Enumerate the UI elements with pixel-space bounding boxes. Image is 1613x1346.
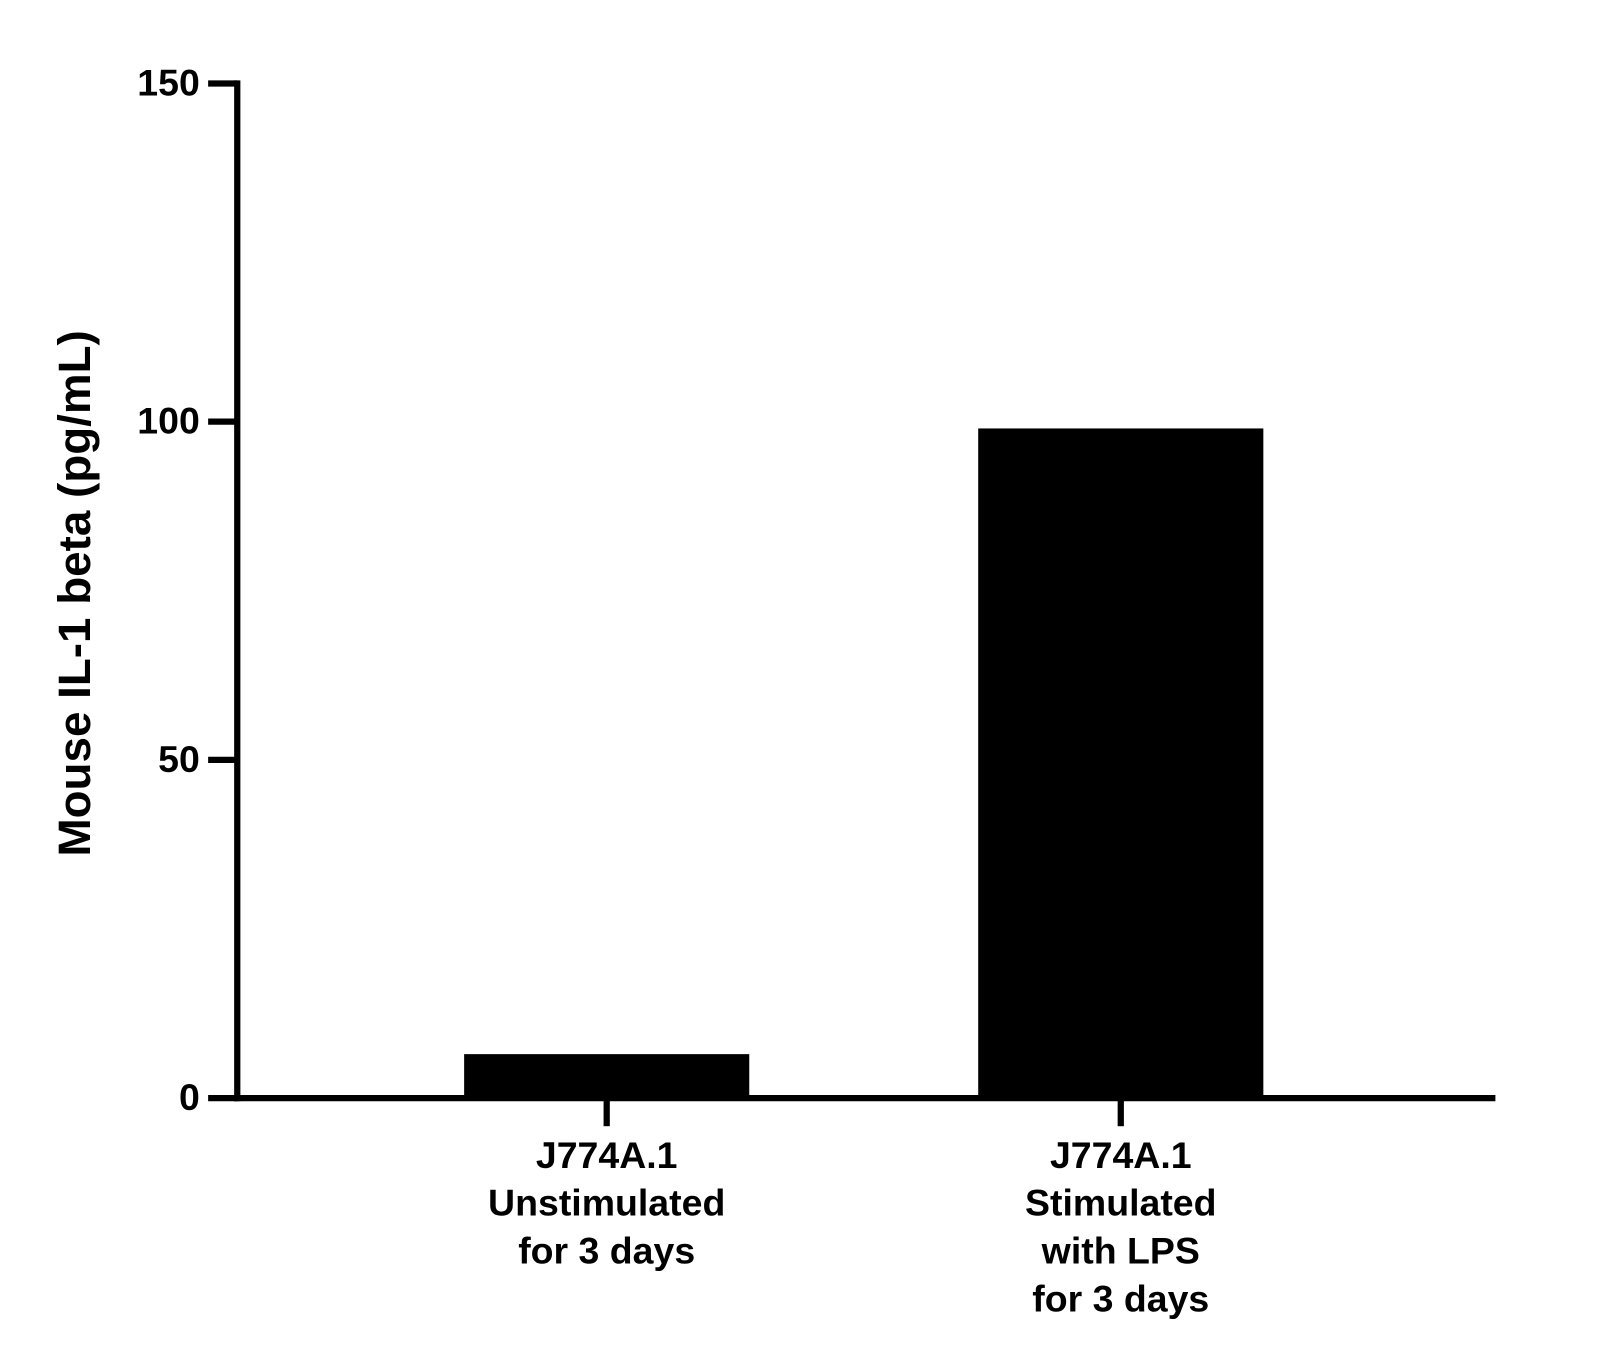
- y-tick-label: 150: [137, 61, 200, 103]
- y-axis-label: Mouse IL-1 beta (pg/mL): [49, 330, 100, 856]
- bar: [464, 1054, 750, 1099]
- x-tick-label: J774A.1 Unstimulated for 3 days: [488, 1133, 726, 1272]
- bar: [978, 428, 1264, 1099]
- x-tick-label-box: J774A.1 Stimulated with LPS for 3 days: [1025, 1133, 1217, 1320]
- y-tick-label: 0: [179, 1076, 200, 1118]
- x-tick-label-box: J774A.1 Unstimulated for 3 days: [488, 1133, 726, 1272]
- x-tick-label: J774A.1 Stimulated with LPS for 3 days: [1025, 1133, 1217, 1320]
- y-tick-label: 50: [158, 738, 200, 780]
- y-tick-label: 100: [137, 400, 200, 442]
